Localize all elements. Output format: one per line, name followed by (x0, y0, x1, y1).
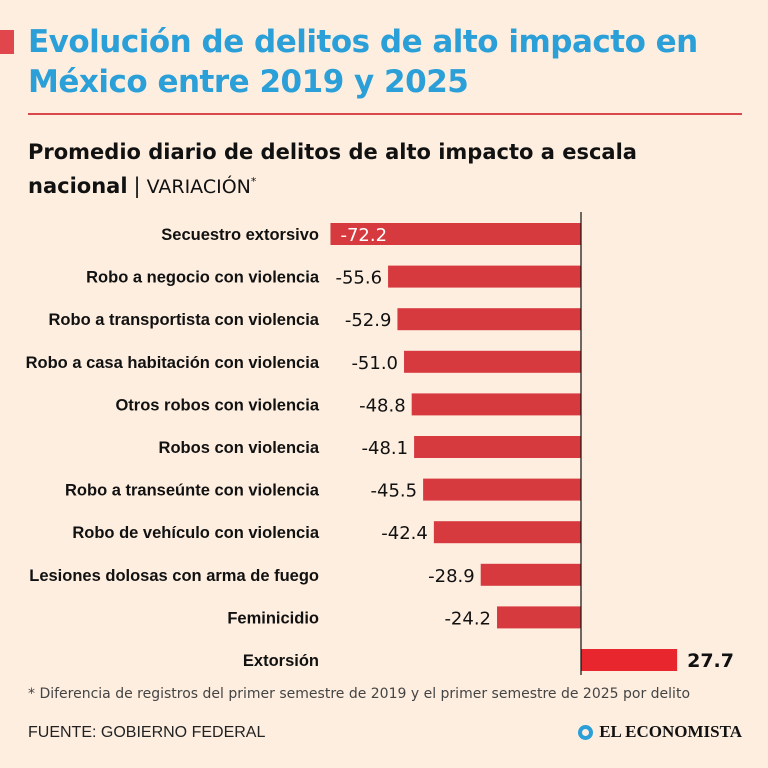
bar (411, 393, 581, 416)
category-label: Secuestro extorsivo (161, 226, 319, 244)
data-label: -72.2 (340, 225, 387, 246)
category-label: Robo a transportista con violencia (49, 311, 320, 329)
subtitle-separator: | (133, 174, 141, 198)
bar (388, 265, 581, 288)
chart-subtitle: Promedio diario de delitos de alto impac… (28, 138, 748, 202)
data-label: -28.9 (428, 566, 475, 587)
category-label: Lesiones dolosas con arma de fuego (29, 567, 319, 585)
bar (397, 308, 581, 331)
subtitle-main: Promedio diario de delitos de alto impac… (28, 140, 637, 198)
data-label: -48.8 (359, 395, 406, 416)
bar (497, 606, 581, 629)
bar (330, 223, 581, 245)
category-label: Robo a transeúnte con violencia (65, 482, 320, 500)
bar (433, 521, 581, 544)
bar (414, 436, 581, 458)
logo-text: EL ECONOMISTA (599, 722, 742, 741)
bar (581, 649, 678, 671)
bar (423, 478, 581, 501)
data-label: -52.9 (345, 310, 392, 331)
bar (480, 563, 581, 586)
bar (404, 350, 581, 373)
data-label: -42.4 (381, 523, 428, 544)
category-label: Robos con violencia (159, 439, 320, 457)
category-label: Robo a casa habitación con violencia (26, 354, 320, 372)
data-label: 27.7 (687, 650, 734, 672)
data-label: -45.5 (371, 481, 418, 502)
logo-mark-icon (578, 724, 594, 740)
subtitle-variation: VARIACIÓN (146, 176, 251, 198)
subtitle-asterisk: * (250, 175, 257, 188)
category-label: Otros robos con violencia (115, 396, 319, 414)
title-divider (28, 113, 742, 115)
data-label: -51.0 (351, 353, 398, 374)
title-accent-mark (0, 30, 14, 54)
el-economista-logo: EL ECONOMISTA (578, 722, 742, 742)
category-label: Robo de vehículo con violencia (72, 524, 319, 542)
footnote: * Diferencia de registros del primer sem… (28, 686, 691, 702)
source-note: FUENTE: GOBIERNO FEDERAL (28, 724, 266, 741)
data-label: -48.1 (362, 438, 409, 459)
category-label: Robo a negocio con violencia (86, 269, 320, 287)
data-label: -55.6 (335, 268, 382, 289)
data-label: -24.2 (444, 608, 491, 629)
category-label: Feminicidio (227, 609, 319, 627)
chart-title: Evolución de delitos de alto impacto en … (28, 24, 698, 100)
category-label: Extorsión (243, 652, 319, 670)
